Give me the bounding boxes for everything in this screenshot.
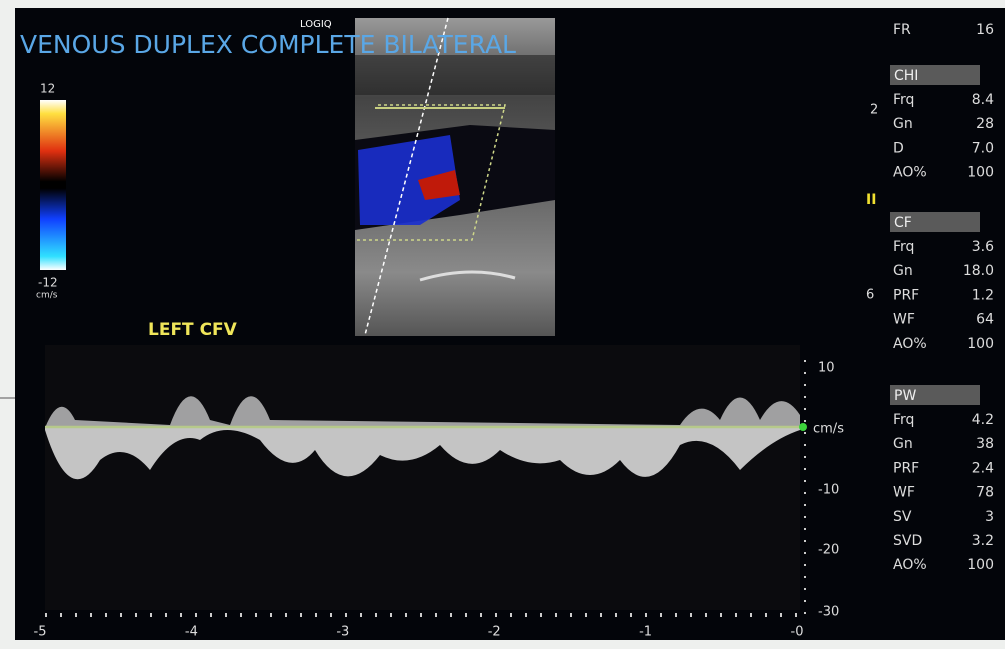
param-value: 2.4 [972, 460, 994, 476]
time-label: -3 [336, 625, 349, 640]
time-label: -2 [488, 625, 501, 640]
velocity-label: -30 [818, 605, 839, 620]
param-value: 7.0 [972, 140, 994, 156]
param-label: Gn [893, 116, 913, 132]
color-scale-max: 12 [40, 82, 55, 96]
color-scale-min: -12 [38, 276, 58, 290]
param-value: 100 [967, 557, 994, 573]
time-label: -4 [185, 625, 198, 640]
param-label: SVD [893, 533, 922, 549]
param-value: 1.2 [972, 287, 994, 303]
param-label: AO% [893, 165, 927, 181]
color-bar [40, 100, 66, 270]
param-label: Frq [893, 239, 914, 255]
time-label: -5 [34, 625, 47, 640]
depth-mark: 2 [870, 103, 878, 118]
param-label: D [893, 140, 904, 156]
param-value: 3 [985, 509, 994, 525]
baseline-marker [799, 423, 807, 431]
velocity-label: 10 [818, 361, 835, 376]
param-value: 4.2 [972, 412, 994, 428]
param-label: AO% [893, 336, 927, 352]
velocity-label: -20 [818, 543, 839, 558]
spectral-label: LEFT CFV [148, 320, 238, 340]
param-value: 28 [976, 116, 994, 132]
tissue-band [355, 55, 555, 95]
param-value: 8.4 [972, 92, 994, 108]
param-label: Frq [893, 412, 914, 428]
param-label: WF [893, 312, 915, 328]
section-name: CF [894, 215, 912, 231]
param-label: WF [893, 485, 915, 501]
section-name: CHI [894, 68, 918, 84]
spectral-area [45, 345, 800, 610]
param-value: 64 [976, 312, 994, 328]
param-value: 100 [967, 336, 994, 352]
color-scale-unit: cm/s [36, 291, 58, 301]
screen: VENOUS DUPLEX COMPLETE BILATERAL LOGIQ 1… [0, 0, 1005, 649]
probe: LOGIQ [300, 19, 332, 30]
focus-marker: II [866, 192, 876, 208]
time-label: -1 [639, 625, 652, 640]
param-label: FR [893, 22, 911, 38]
param-value: 100 [967, 165, 994, 181]
param-label: PRF [893, 460, 919, 476]
param-label: Frq [893, 92, 914, 108]
velocity-unit: cm/s [813, 422, 844, 437]
param-value: 78 [976, 485, 994, 501]
param-value: 3.6 [972, 239, 994, 255]
depth-mark: 6 [866, 288, 874, 303]
param-label: SV [893, 509, 912, 525]
velocity-label: -10 [818, 483, 839, 498]
title: VENOUS DUPLEX COMPLETE BILATERAL [20, 30, 516, 59]
param-label: PRF [893, 287, 919, 303]
param-value: 3.2 [972, 533, 994, 549]
param-value: 38 [976, 436, 994, 452]
param-label: Gn [893, 436, 913, 452]
section-name: PW [894, 388, 916, 404]
param-label: AO% [893, 557, 927, 573]
time-label: -0 [791, 625, 804, 640]
param-value: 18.0 [963, 263, 994, 279]
param-label: Gn [893, 263, 913, 279]
param-value: 16 [976, 22, 994, 38]
page: VENOUS DUPLEX COMPLETE BILATERAL LOGIQ 1… [0, 0, 1005, 649]
